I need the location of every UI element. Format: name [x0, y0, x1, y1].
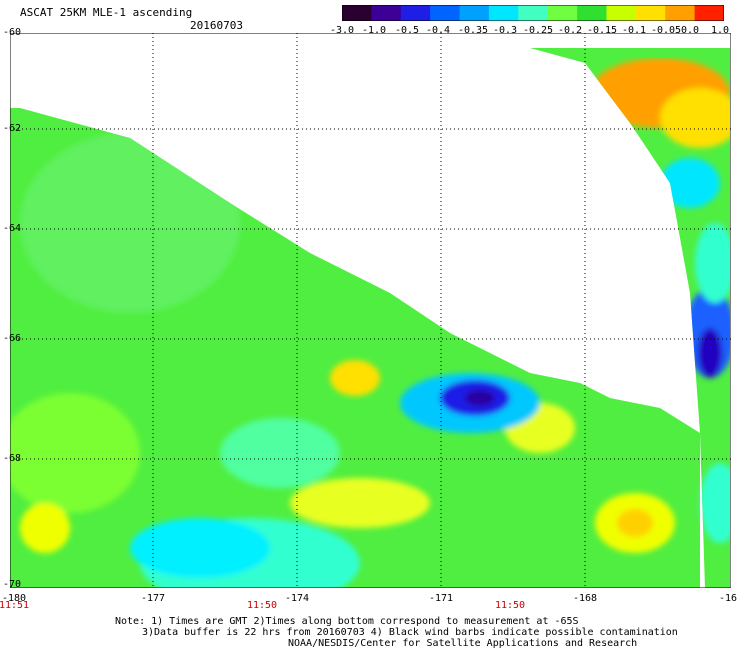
chart-date: 20160703 [190, 19, 243, 32]
lon-label: -16 [718, 593, 738, 604]
colorbar-swatch [518, 5, 549, 21]
colorbar-label: -0.4 [425, 25, 451, 36]
colorbar-labels: -3.0 -1.0 -0.5 -0.4 -0.35 -0.3 -0.25 -0.… [330, 25, 734, 37]
colorbar-swatch [371, 5, 402, 21]
time-label: 11:50 [494, 600, 526, 611]
time-label: 11:50 [246, 600, 278, 611]
colorbar [342, 5, 724, 21]
colorbar-label: -0.3 [492, 25, 518, 36]
colorbar-swatch [488, 5, 519, 21]
lon-label: -174 [284, 593, 310, 604]
colorbar-label: -0.1 [621, 25, 647, 36]
lat-label: -64 [3, 223, 22, 234]
colorbar-label: -1.0 [361, 25, 387, 36]
note-line-1: Note: 1) Times are GMT 2)Times along bot… [115, 616, 579, 627]
colorbar-label: -0.25 [522, 25, 554, 36]
colorbar-swatch [459, 5, 490, 21]
lon-label: -171 [428, 593, 454, 604]
colorbar-swatch [547, 5, 578, 21]
lat-label: -68 [3, 453, 22, 464]
colorbar-label: -3.0 [329, 25, 355, 36]
lon-label: -180 [1, 593, 27, 604]
colorbar-swatch [577, 5, 607, 21]
colorbar-swatch [635, 5, 666, 21]
wind-field [10, 48, 730, 588]
colorbar-swatch [342, 5, 372, 21]
lat-label: -66 [3, 333, 22, 344]
lon-label: -177 [140, 593, 166, 604]
grid-lines [10, 33, 731, 588]
colorbar-swatch [430, 5, 461, 21]
colorbar-label: -0.2 [557, 25, 583, 36]
time-label: 11:51 [0, 600, 30, 611]
colorbar-swatch [665, 5, 696, 21]
colorbar-label: -0.35 [457, 25, 489, 36]
colorbar-label: 1.0 [710, 25, 730, 36]
note-line-3: NOAA/NESDIS/Center for Satellite Applica… [288, 638, 638, 649]
colorbar-label: 0.0 [680, 25, 700, 36]
colorbar-swatch [694, 5, 724, 21]
colorbar-label: -0.5 [394, 25, 420, 36]
colorbar-swatch [400, 5, 431, 21]
lat-label: -62 [3, 123, 22, 134]
lat-label: -60 [3, 27, 22, 38]
scatterometer-map [10, 33, 731, 588]
lat-label: -70 [3, 579, 22, 590]
lon-label: -168 [572, 593, 598, 604]
colorbar-label: -0.15 [586, 25, 618, 36]
colorbar-label: -0.05 [650, 25, 682, 36]
note-line-2: 3)Data buffer is 22 hrs from 20160703 4)… [142, 627, 678, 638]
chart-title: ASCAT 25KM MLE-1 ascending [20, 6, 193, 19]
colorbar-swatch [606, 5, 637, 21]
